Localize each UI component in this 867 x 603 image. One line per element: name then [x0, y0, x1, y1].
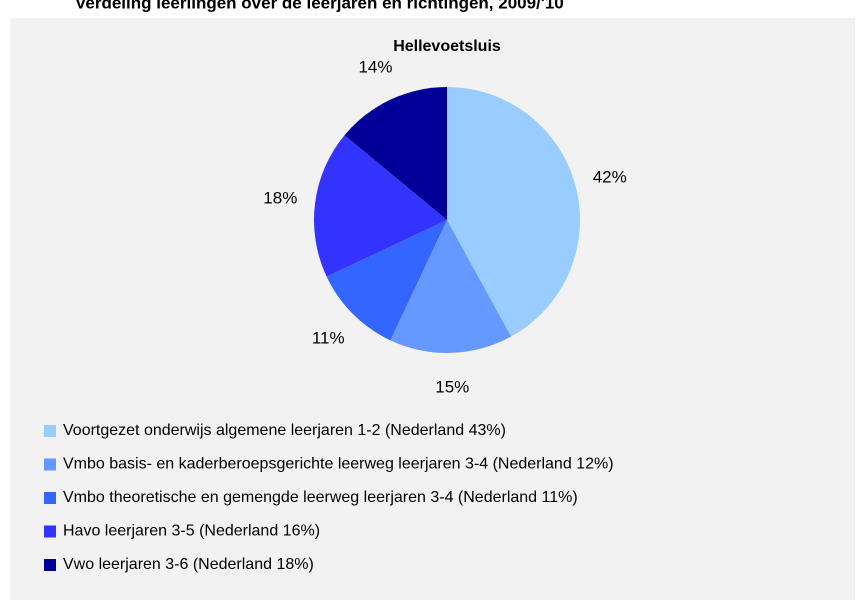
legend-swatch — [44, 559, 56, 571]
pie-slice — [326, 220, 447, 341]
slice-label: 18% — [263, 188, 297, 207]
legend-label: Vmbo theoretische en gemengde leerweg le… — [63, 489, 578, 506]
legend-swatch — [44, 525, 56, 538]
legend-swatch — [44, 458, 56, 471]
chart-title: Hellevoetsluis — [393, 38, 501, 55]
slice-label: 15% — [435, 377, 469, 396]
legend-label: Havo leerjaren 3-5 (Nederland 16%) — [63, 523, 320, 540]
pie-slice — [390, 220, 512, 354]
legend-swatch — [44, 492, 56, 504]
page-heading: Verdeling leerlingen over de leerjaren e… — [75, 0, 564, 12]
legend-label: Vmbo basis- en kaderberoepsgerichte leer… — [63, 456, 614, 473]
legend-label: Vwo leerjaren 3-6 (Nederland 18%) — [63, 556, 314, 573]
pie-slice — [344, 87, 447, 220]
slice-label: 14% — [358, 57, 392, 76]
slice-label: 11% — [312, 328, 345, 347]
legend-swatch — [44, 425, 56, 437]
legend-label: Voortgezet onderwijs algemene leerjaren … — [63, 422, 506, 439]
pie-slice — [447, 87, 581, 337]
slice-label: 42% — [593, 168, 627, 187]
pie-slice — [313, 135, 447, 277]
